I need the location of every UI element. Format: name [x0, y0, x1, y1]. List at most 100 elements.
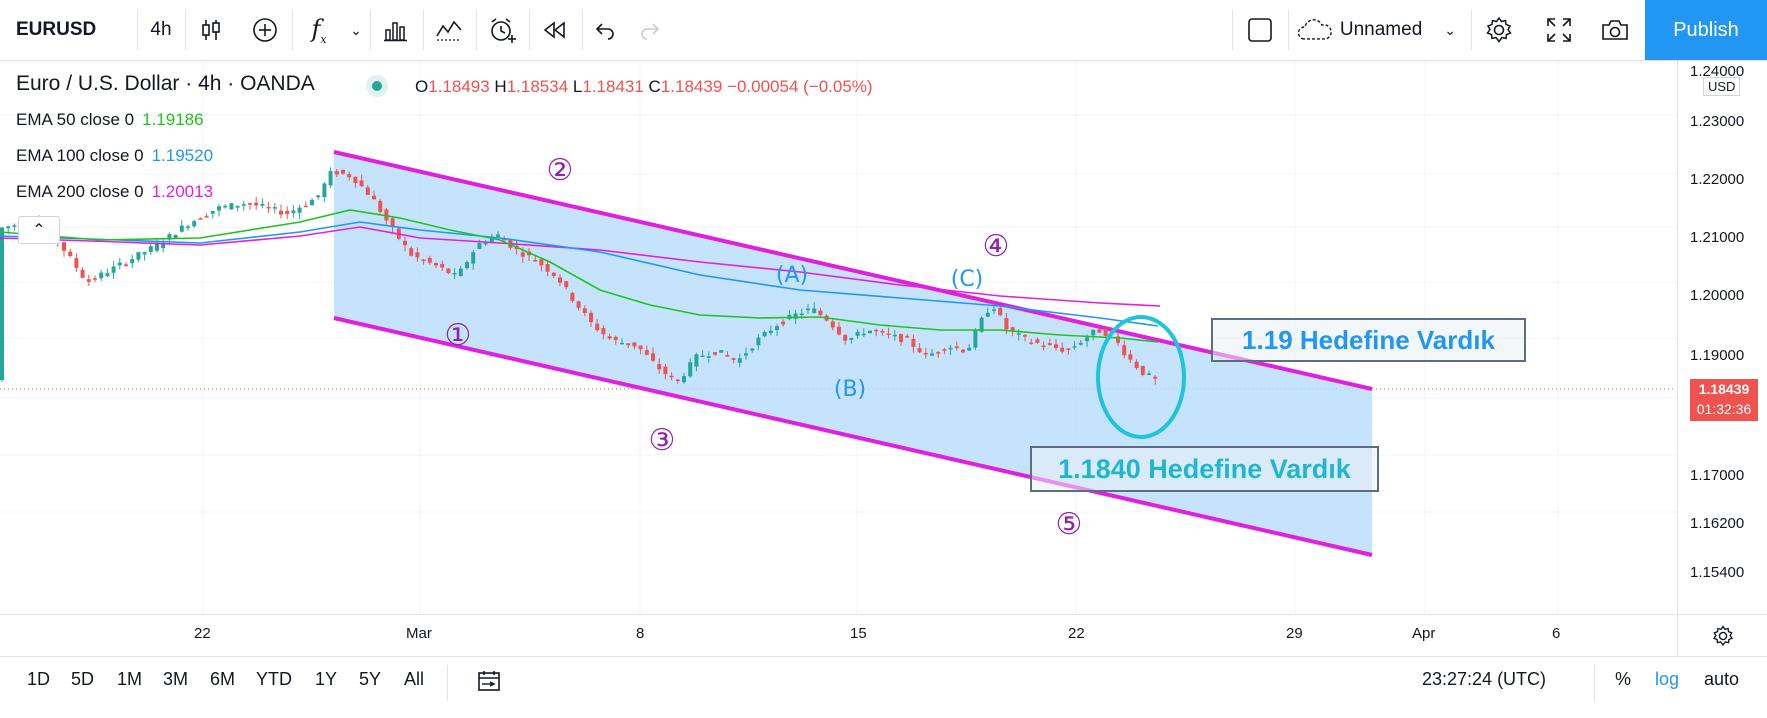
candle-body [186, 226, 190, 228]
layout-save-button[interactable]: Unnamed ⌄ [1296, 0, 1456, 60]
top-toolbar: EURUSD 4h fx ⌄ Unnamed ⌄ [0, 0, 1767, 61]
candle-body [6, 226, 11, 229]
interval-button[interactable]: 4h [150, 19, 172, 40]
candle-body [942, 349, 947, 351]
redo-button[interactable] [628, 0, 672, 60]
price-label: 1.20000 [1690, 287, 1745, 304]
candle-body [1010, 327, 1015, 332]
ema-200-legend[interactable]: EMA 200 close 0 1.20013 [16, 182, 214, 201]
candle-body [434, 263, 438, 266]
fullscreen-mode-button[interactable] [1234, 0, 1286, 60]
candle-body [365, 187, 370, 195]
candle-body [446, 268, 451, 274]
snapshot-button[interactable] [1589, 0, 1641, 60]
candle-body [737, 358, 742, 363]
candle-body [328, 171, 333, 186]
candle-body [80, 269, 85, 278]
candle-body [1066, 348, 1071, 350]
target-label-2[interactable]: 1.1840 Hedefine Vardık [1030, 446, 1379, 492]
candle-body [167, 234, 172, 240]
candle-body [303, 205, 308, 208]
range-ytd-button[interactable]: YTD [256, 669, 292, 689]
utc-clock[interactable]: 23:27:24 (UTC) [1422, 669, 1547, 689]
line-chart-icon [436, 20, 462, 41]
auto-scale-button[interactable]: auto [1704, 669, 1740, 689]
divider [1471, 10, 1472, 50]
range-1d-button[interactable]: 1D [27, 669, 51, 689]
percent-scale-button[interactable]: % [1615, 669, 1632, 689]
market-status-dot[interactable] [366, 75, 388, 97]
add-circle-icon [253, 18, 277, 42]
indicators-button[interactable]: fx [296, 0, 342, 60]
range-1y-button[interactable]: 1Y [315, 669, 338, 689]
candle-body [756, 337, 761, 346]
candle-body [415, 252, 420, 258]
compare-button[interactable] [240, 0, 290, 60]
candle-body [905, 335, 910, 338]
replay-button[interactable] [530, 0, 580, 60]
ema-100-legend[interactable]: EMA 100 close 0 1.19520 [16, 146, 214, 165]
symbol-legend-title[interactable]: Euro / U.S. Dollar · 4h · OANDA [16, 72, 315, 95]
candle-body [241, 204, 246, 206]
time-scale[interactable]: 22 Mar 8 15 22 29 Apr 6 [0, 614, 1676, 657]
divider [423, 10, 424, 50]
bar-chart-icon [384, 22, 407, 42]
candle-body [688, 362, 693, 377]
candle-body [570, 292, 575, 301]
candle-body [682, 376, 686, 383]
candle-body [768, 330, 773, 334]
price-scale[interactable]: 1.24000 USD 1.23000 1.22000 1.21000 1.20… [1677, 61, 1767, 614]
indicators-menu-button[interactable]: ⌄ [343, 0, 369, 60]
candle-body [458, 268, 463, 277]
candle-body [1116, 336, 1120, 343]
scale-settings-button[interactable] [1677, 614, 1767, 657]
range-3m-button[interactable]: 3M [163, 669, 189, 689]
settings-button[interactable] [1473, 0, 1525, 60]
chevron-down-icon: ⌄ [1444, 21, 1456, 38]
function-icon: fx [311, 14, 327, 46]
publish-button[interactable]: Publish [1645, 0, 1767, 60]
candle-body [874, 329, 879, 332]
candle-body [1128, 354, 1133, 360]
range-1m-button[interactable]: 1M [117, 669, 143, 689]
currency-label[interactable]: USD [1703, 77, 1741, 96]
date-range-button[interactable] [476, 669, 504, 698]
candle-body [217, 206, 221, 211]
symbol-search-button[interactable]: EURUSD [16, 19, 97, 40]
alert-button[interactable] [477, 0, 527, 60]
range-6m-button[interactable]: 6M [210, 669, 236, 689]
financials-button[interactable] [371, 0, 421, 60]
target-label-1[interactable]: 1.19 Hedefine Vardık [1211, 318, 1526, 362]
cloud-icon [1297, 19, 1332, 40]
candle-body [954, 346, 959, 349]
candle-body [843, 334, 848, 341]
ema-50-legend[interactable]: EMA 50 close 0 1.19186 [16, 110, 204, 129]
range-all-button[interactable]: All [404, 669, 425, 689]
candle-body [452, 272, 457, 275]
time-label: Apr [1412, 625, 1436, 642]
candle-body [86, 279, 91, 282]
candle-body [390, 218, 395, 228]
candle-body [471, 252, 476, 264]
time-label: 6 [1552, 625, 1561, 642]
candle-body [1047, 343, 1052, 345]
templates-button[interactable] [424, 0, 474, 60]
candle-body [564, 281, 569, 288]
log-scale-button[interactable]: log [1655, 669, 1680, 689]
candle-body [372, 195, 376, 200]
range-5y-button[interactable]: 5Y [359, 669, 382, 689]
candle-body [297, 207, 302, 213]
candle-style-button[interactable] [186, 0, 236, 60]
collapse-legend-button[interactable]: ⌃ [18, 216, 60, 244]
range-5d-button[interactable]: 5D [71, 669, 95, 689]
wave-label-5: ⑤ [1056, 507, 1083, 542]
undo-button[interactable] [583, 0, 627, 60]
candle-body [1091, 329, 1096, 336]
divider [476, 10, 477, 50]
fullscreen-button[interactable] [1533, 0, 1585, 60]
price-label: 1.17000 [1690, 467, 1745, 484]
candle-body [651, 353, 655, 361]
candle-body [750, 348, 755, 351]
candle-body [861, 333, 866, 336]
wave-label-c: (C) [951, 267, 984, 292]
